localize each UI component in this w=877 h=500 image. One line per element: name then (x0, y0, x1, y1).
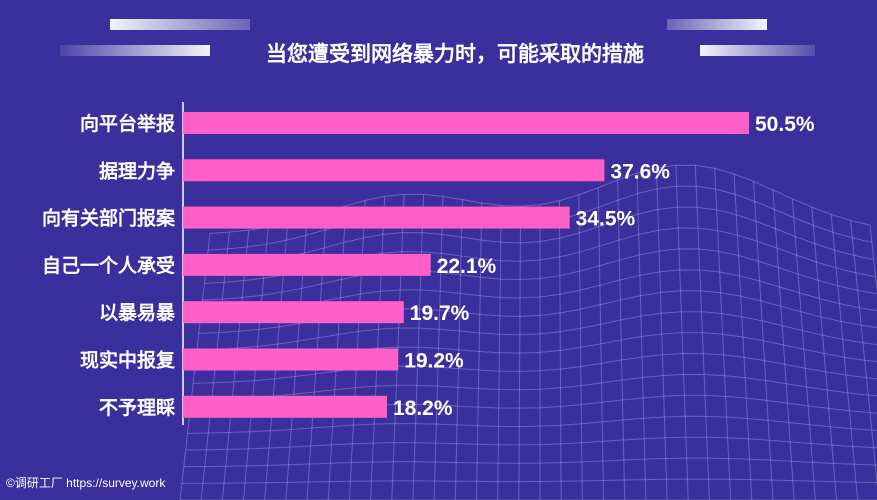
mesh-line (412, 194, 425, 500)
mesh-line (694, 165, 710, 500)
chart-title: 当您遭受到网络暴力时，可能采取的措施 (266, 42, 644, 66)
category-label: 不予理睬 (99, 397, 176, 419)
mesh-line (597, 187, 605, 500)
mesh-line (433, 196, 444, 500)
decorative-stripe (60, 45, 210, 56)
bar (183, 348, 399, 371)
decorative-stripe (667, 19, 767, 30)
bar (183, 112, 749, 134)
data-label: 37.6% (610, 160, 670, 183)
mesh-line (558, 200, 562, 500)
mesh-line (578, 194, 583, 500)
source-credit: ©调研工厂 https://survey.work (6, 476, 166, 490)
category-label: 以暴易暴 (99, 302, 176, 324)
bar (183, 301, 404, 324)
mesh-line (714, 168, 732, 500)
mesh-line (454, 199, 463, 500)
bar (183, 253, 431, 276)
decorative-stripe (700, 45, 815, 56)
data-label: 22.1% (437, 255, 497, 278)
mesh-line (772, 189, 795, 500)
category-label: 向平台举报 (80, 112, 175, 135)
data-label: 18.2% (393, 397, 453, 420)
data-label: 19.2% (404, 350, 464, 373)
mesh-line (791, 198, 816, 500)
decorative-stripe (110, 19, 250, 30)
mesh-line (181, 478, 877, 484)
mesh-line (733, 173, 753, 500)
category-label: 自己一个人承受 (42, 254, 175, 277)
data-label: 50.5% (755, 113, 815, 136)
mesh-line (187, 415, 877, 434)
mesh-line (830, 214, 859, 500)
mesh-line (206, 206, 874, 268)
mesh-line (753, 181, 774, 500)
mesh-line (185, 436, 877, 451)
mesh-line (191, 373, 877, 401)
mesh-line (370, 196, 386, 500)
mesh-line (518, 206, 522, 500)
mesh-line (655, 167, 668, 500)
data-label: 19.7% (410, 302, 470, 325)
mesh-line (636, 173, 647, 500)
mesh-line (202, 248, 877, 301)
mesh-line (475, 202, 483, 500)
bar (183, 395, 387, 418)
mesh-line (811, 207, 837, 500)
mesh-line (196, 311, 877, 351)
category-label: 向有关部门报案 (42, 207, 176, 230)
mesh-line (183, 457, 877, 468)
category-label: 现实中报复 (80, 349, 176, 372)
mesh-line (617, 180, 626, 500)
mesh-line (850, 220, 877, 487)
mesh-line (497, 205, 502, 500)
bar (183, 159, 605, 182)
bar (183, 206, 570, 229)
mesh-line (675, 165, 689, 500)
mesh-line (869, 225, 877, 294)
category-label: 据理力争 (99, 159, 175, 182)
data-label: 34.5% (576, 208, 636, 231)
mesh-line (193, 353, 877, 384)
mesh-line (391, 194, 405, 500)
